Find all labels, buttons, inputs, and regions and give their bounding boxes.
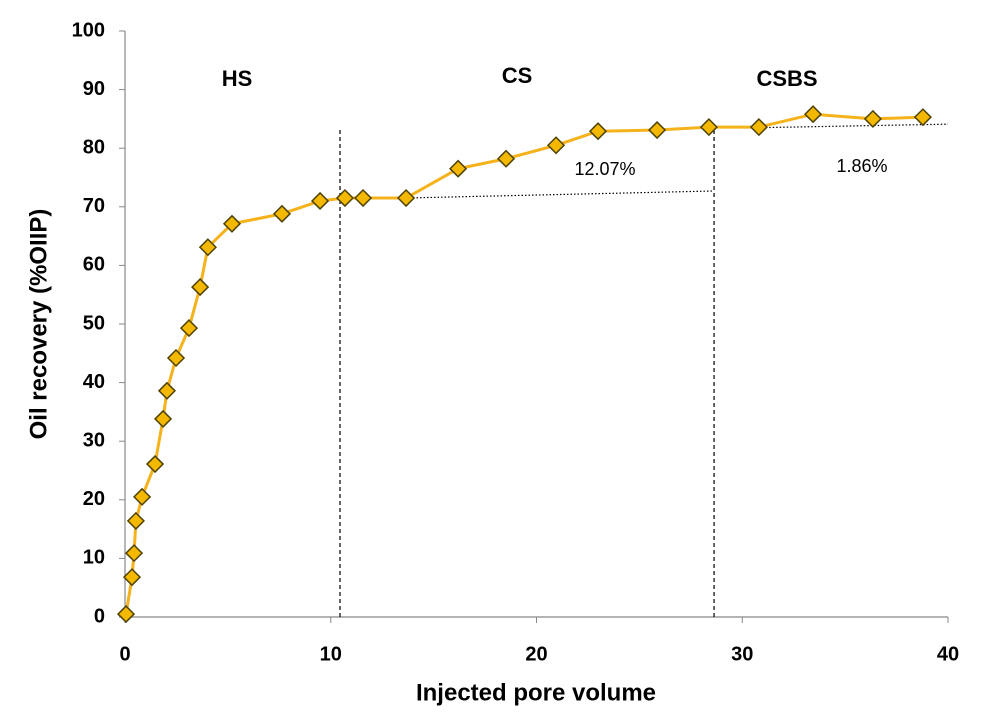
y-axis-title: Oil recovery (%OIIP) — [25, 209, 52, 440]
annotation: 12.07% — [574, 159, 635, 179]
y-tick-label: 10 — [83, 547, 105, 569]
marker — [145, 454, 165, 474]
marker — [122, 568, 142, 587]
marker — [546, 136, 566, 155]
marker — [803, 105, 823, 124]
y-tick-label: 50 — [83, 312, 105, 334]
annotation: HS — [222, 66, 253, 91]
annotation: 1.86% — [836, 156, 887, 176]
annotation: CSBS — [756, 66, 817, 91]
x-tick-label: 20 — [525, 643, 547, 665]
marker — [335, 188, 355, 208]
x-tick-label: 0 — [119, 643, 130, 665]
y-tick-label: 70 — [83, 195, 105, 217]
marker — [496, 149, 516, 168]
marker — [179, 319, 199, 338]
marker — [126, 511, 145, 530]
marker — [588, 122, 608, 141]
y-tick-label: 60 — [83, 254, 105, 276]
marker — [749, 118, 768, 137]
reference-line — [406, 190, 715, 199]
y-tick-label: 90 — [83, 78, 105, 100]
annotation: CS — [502, 63, 533, 88]
marker — [191, 278, 210, 297]
marker — [310, 191, 330, 211]
marker — [396, 188, 416, 208]
marker — [449, 159, 468, 178]
data-line — [124, 112, 923, 615]
marker — [124, 544, 144, 563]
marker — [157, 381, 177, 400]
marker — [116, 605, 136, 624]
reference-line — [758, 123, 949, 129]
marker — [648, 120, 667, 140]
y-tick-label: 100 — [72, 19, 105, 41]
x-tick-label: 30 — [731, 643, 753, 665]
y-tick-label: 30 — [83, 429, 105, 451]
marker — [353, 188, 373, 208]
marker — [272, 204, 292, 223]
marker — [913, 108, 932, 127]
x-axis-title: Injected pore volume — [416, 679, 656, 706]
marker — [198, 238, 217, 257]
marker — [699, 118, 718, 137]
y-tick-label: 80 — [83, 136, 105, 158]
marker — [133, 487, 152, 506]
marker — [154, 409, 173, 428]
y-tick-label: 40 — [83, 371, 105, 393]
marker — [863, 109, 882, 128]
y-tick-label: 0 — [94, 605, 105, 627]
x-tick-label: 10 — [320, 643, 342, 665]
marker — [166, 348, 186, 368]
x-tick-label: 40 — [937, 643, 959, 665]
y-tick-label: 20 — [83, 488, 105, 510]
marker — [222, 214, 242, 233]
